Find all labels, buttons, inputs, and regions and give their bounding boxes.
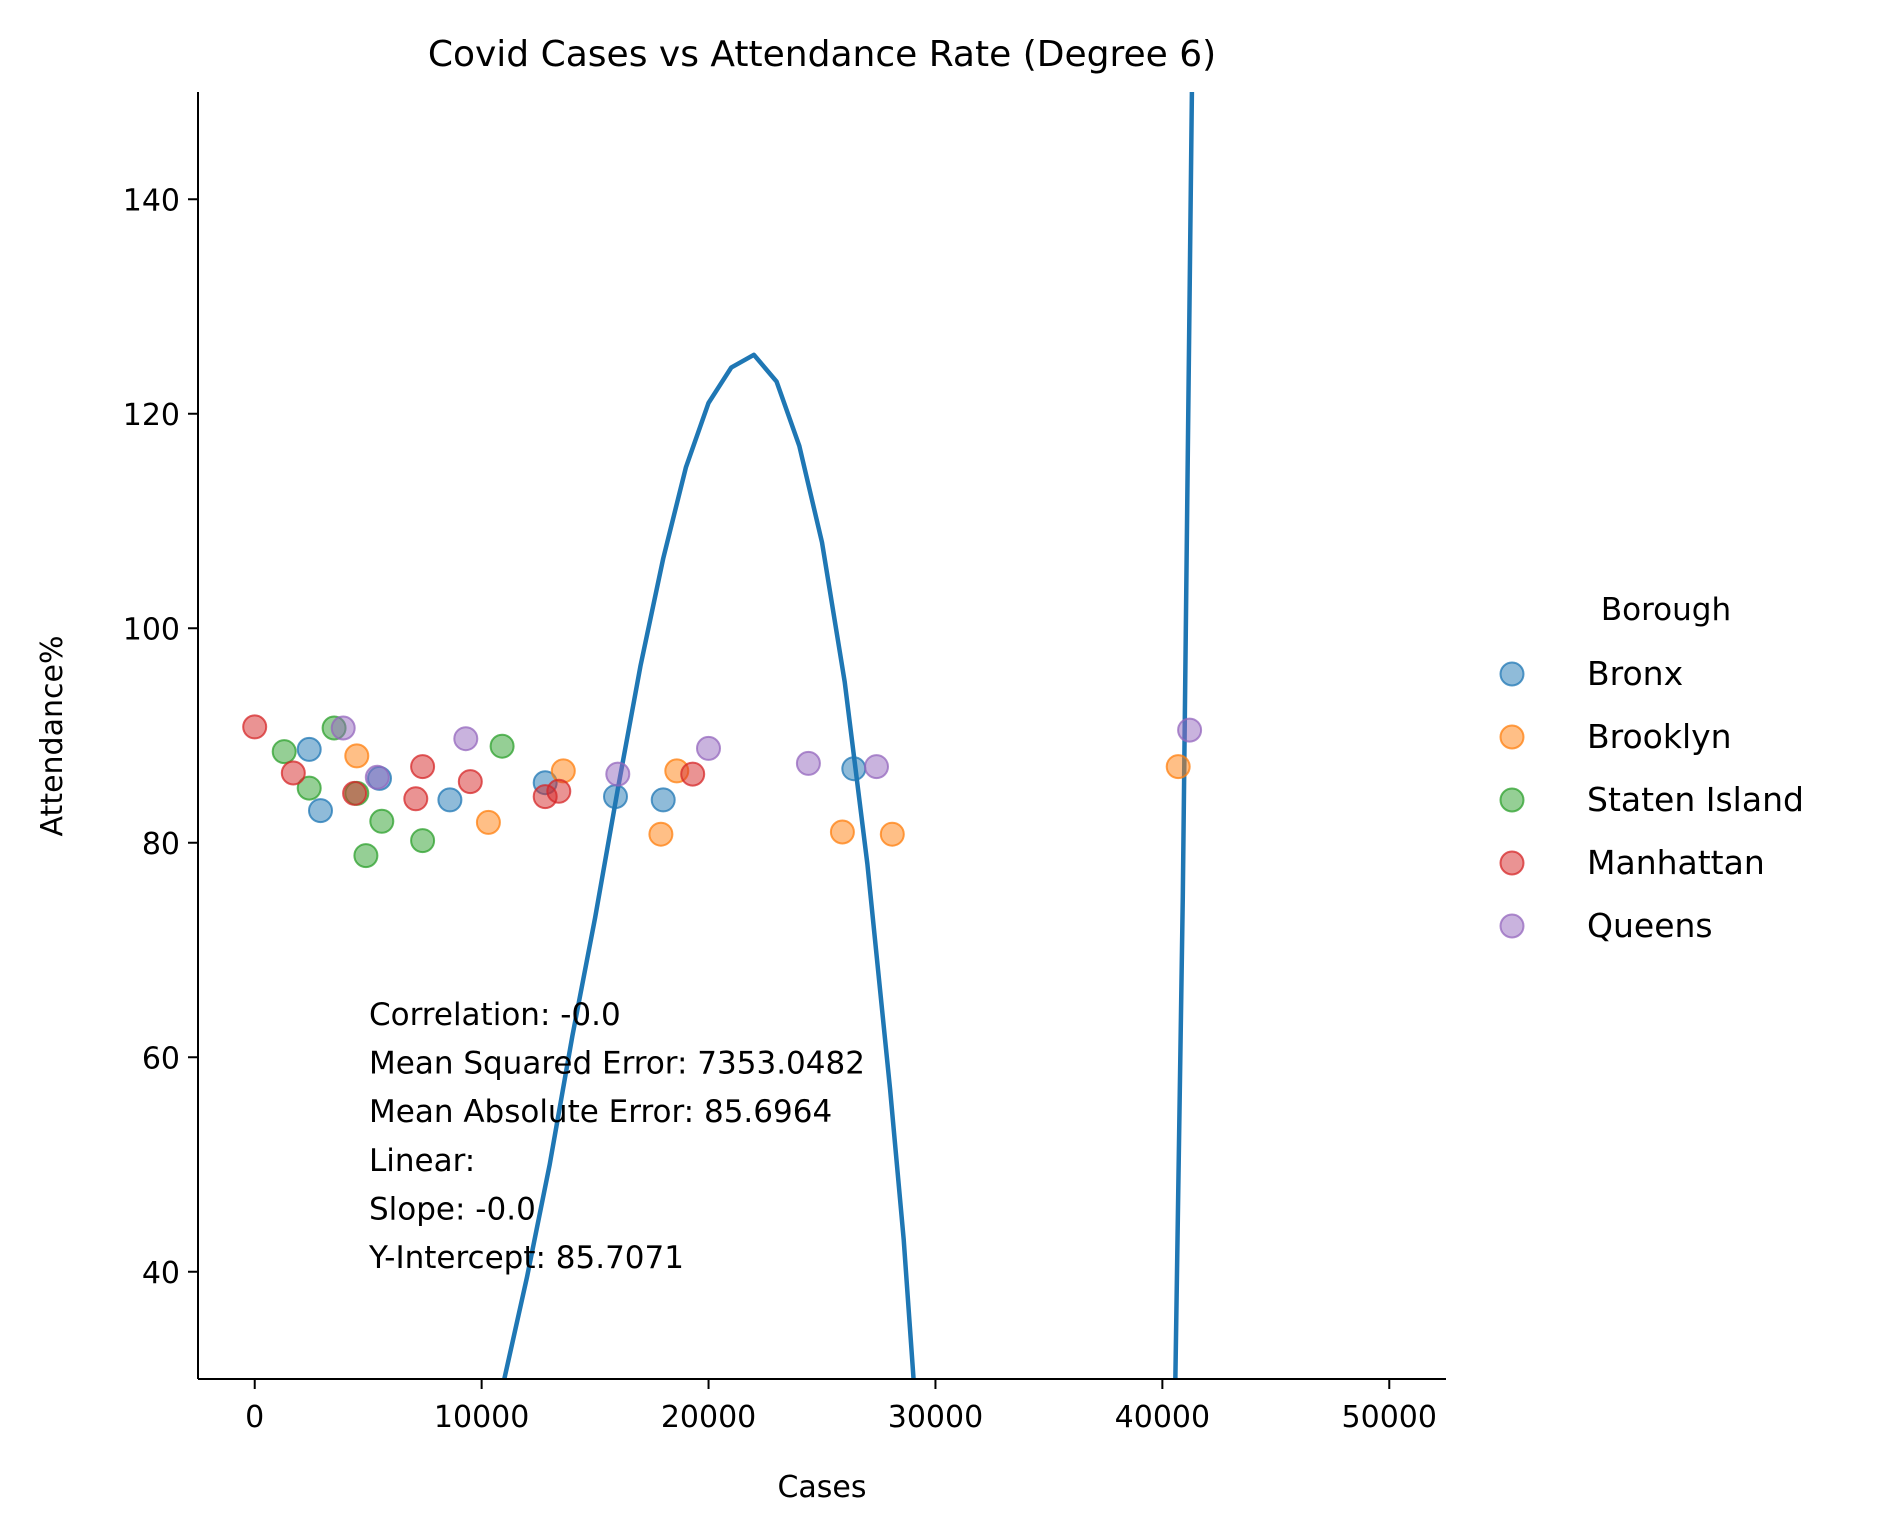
point-manhattan bbox=[410, 754, 436, 780]
point-brooklyn bbox=[344, 743, 370, 769]
point-queens bbox=[795, 750, 821, 776]
x-tick-label: 10000 bbox=[434, 1400, 529, 1435]
point-queens bbox=[605, 761, 631, 787]
y-tick-label: 120 bbox=[123, 398, 180, 433]
annotation-line: Slope: -0.0 bbox=[369, 1191, 536, 1227]
point-queens bbox=[330, 715, 356, 741]
point-manhattan bbox=[403, 786, 429, 812]
point-staten-island bbox=[489, 733, 515, 759]
point-brooklyn bbox=[1165, 754, 1191, 780]
axes: 0 10000 20000 30000 40000 50000 40 60 80 100 120 14… bbox=[123, 92, 1446, 1435]
point-queens bbox=[696, 735, 721, 761]
point-brooklyn bbox=[829, 819, 855, 845]
point-manhattan bbox=[280, 760, 306, 786]
annotation-line: Correlation: -0.0 bbox=[369, 997, 621, 1033]
annotation-line: Mean Squared Error: 7353.0482 bbox=[369, 1046, 865, 1082]
scatter-points-layer bbox=[242, 714, 1203, 869]
x-tick-label: 20000 bbox=[661, 1400, 756, 1435]
annotation-line: Linear: bbox=[369, 1143, 475, 1179]
point-queens bbox=[864, 754, 889, 780]
legend-marker-staten-island bbox=[1499, 787, 1525, 813]
legend-marker-manhattan bbox=[1499, 850, 1525, 876]
point-brooklyn bbox=[879, 821, 905, 847]
point-queens bbox=[453, 726, 479, 752]
point-bronx bbox=[308, 798, 333, 824]
point-bronx bbox=[603, 784, 628, 810]
legend-marker-bronx bbox=[1499, 661, 1525, 687]
y-tick-label: 140 bbox=[123, 183, 180, 218]
stats-annotation: Correlation: -0.0 Mean Squared Error: 735… bbox=[368, 997, 865, 1276]
point-brooklyn bbox=[475, 809, 501, 835]
point-staten-island bbox=[353, 843, 379, 869]
y-axis-label: Attendance% bbox=[35, 636, 70, 837]
point-staten-island bbox=[296, 775, 322, 801]
y-tick-label: 40 bbox=[142, 1256, 180, 1291]
point-manhattan bbox=[457, 769, 483, 795]
point-brooklyn bbox=[550, 758, 576, 784]
point-manhattan bbox=[680, 761, 706, 787]
x-axis-label: Cases bbox=[777, 1470, 866, 1505]
y-tick-label: 100 bbox=[123, 612, 180, 647]
legend-label-manhattan: Manhattan bbox=[1587, 843, 1765, 882]
legend-label-bronx: Bronx bbox=[1587, 654, 1683, 693]
point-manhattan bbox=[342, 780, 368, 806]
legend-label-queens: Queens bbox=[1587, 906, 1713, 945]
annotation-line: Mean Absolute Error: 85.6964 bbox=[369, 1094, 832, 1130]
point-manhattan bbox=[242, 714, 268, 740]
point-queens bbox=[364, 764, 390, 790]
point-staten-island bbox=[369, 808, 395, 834]
x-tick-label: 50000 bbox=[1342, 1400, 1437, 1435]
chart-title: Covid Cases vs Attendance Rate (Degree 6… bbox=[428, 34, 1216, 75]
point-brooklyn bbox=[648, 821, 674, 847]
point-bronx bbox=[650, 787, 676, 813]
point-bronx bbox=[296, 736, 322, 762]
point-bronx bbox=[841, 756, 867, 782]
y-tick-label: 80 bbox=[142, 827, 180, 862]
legend-label-staten-island: Staten Island bbox=[1587, 780, 1804, 819]
legend-marker-brooklyn bbox=[1499, 724, 1525, 750]
x-tick-label: 0 bbox=[245, 1400, 264, 1435]
y-tick-label: 60 bbox=[142, 1041, 180, 1076]
legend-label-brooklyn: Brooklyn bbox=[1587, 717, 1732, 756]
point-bronx bbox=[437, 787, 463, 813]
x-tick-label: 40000 bbox=[1115, 1400, 1210, 1435]
annotation-line: Y-Intercept: 85.7071 bbox=[368, 1240, 684, 1276]
x-tick-label: 30000 bbox=[888, 1400, 983, 1435]
legend-marker-queens bbox=[1499, 913, 1525, 939]
fit-line bbox=[502, 92, 1195, 1379]
fit-line-layer bbox=[502, 92, 1195, 1379]
legend-title: Borough bbox=[1601, 592, 1731, 628]
legend: Borough Bronx Brooklyn Staten Island Manhatt… bbox=[1499, 592, 1804, 945]
point-manhattan bbox=[546, 778, 572, 804]
point-staten-island bbox=[271, 739, 297, 765]
point-queens bbox=[1177, 717, 1203, 743]
point-staten-island bbox=[410, 828, 436, 854]
